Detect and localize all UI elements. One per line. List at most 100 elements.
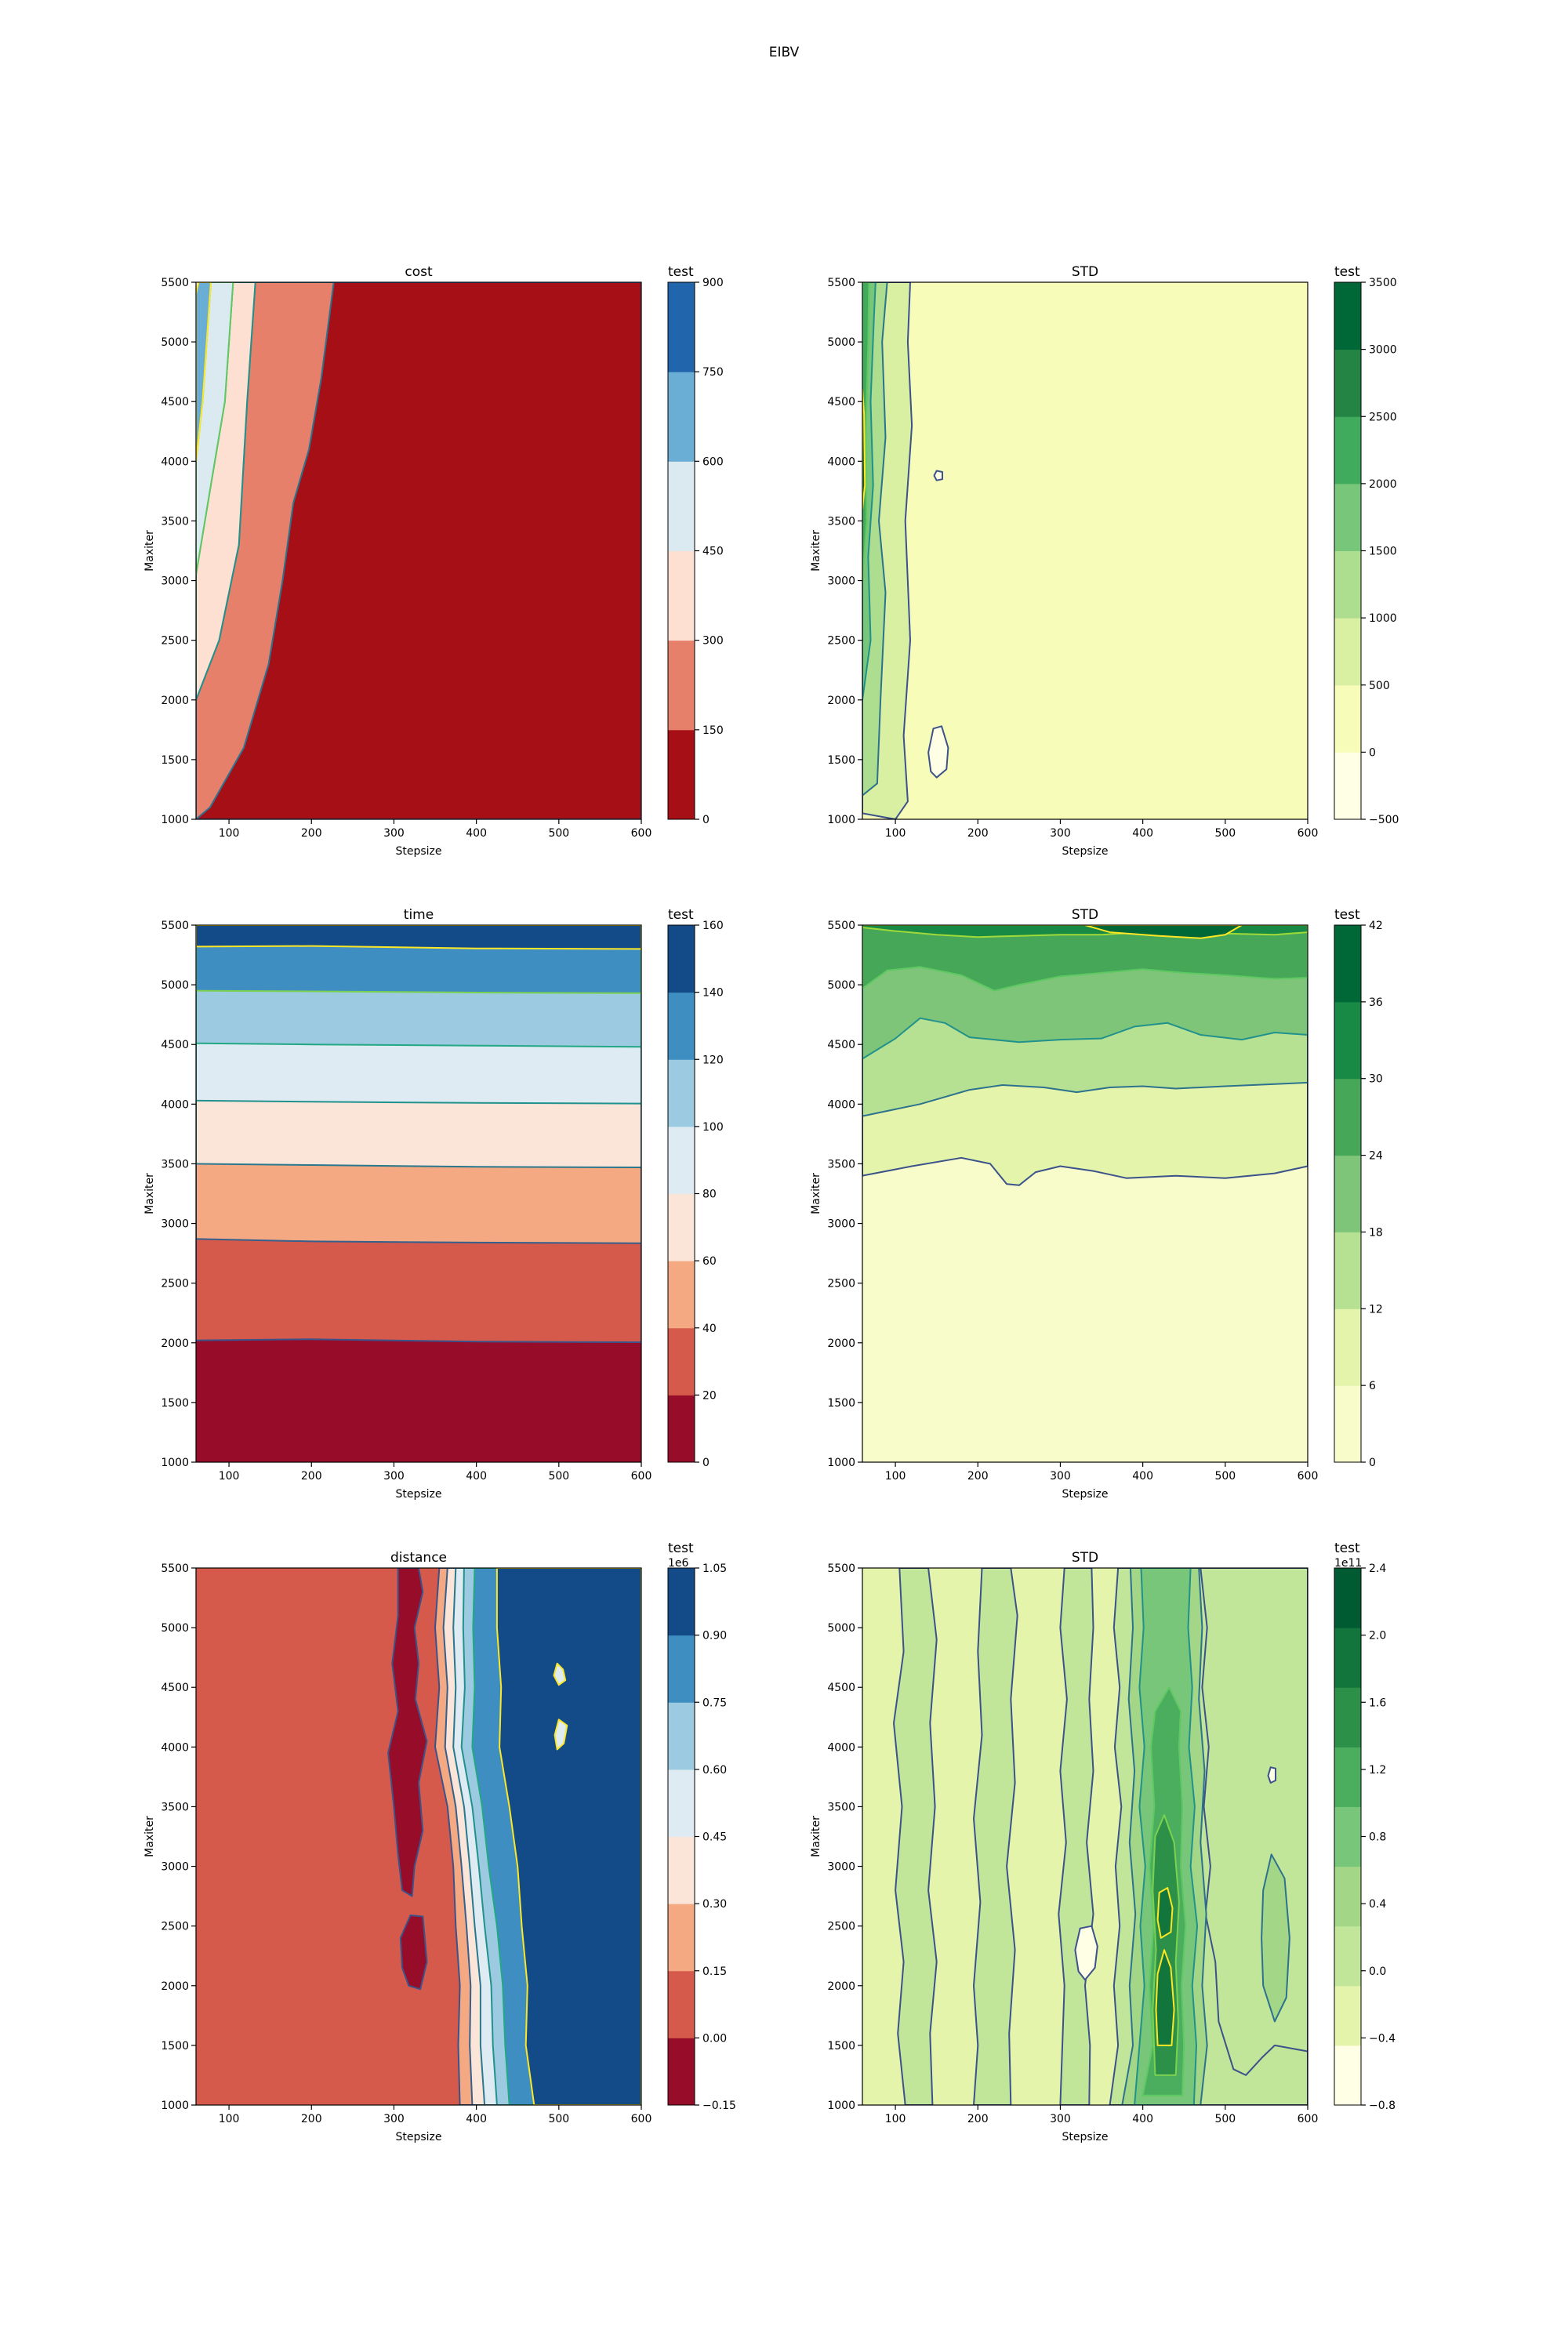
chart-title: cost bbox=[405, 264, 433, 280]
colorbar: −0.15 0.00 0.15 0.30 0.45 0.60 0.75 0.90 1.05 tes… bbox=[667, 1541, 736, 2112]
colorbar-band bbox=[668, 640, 695, 731]
colorbar-band bbox=[1334, 1568, 1361, 1628]
colorbar-tick-label: 0.8 bbox=[1369, 1831, 1386, 1844]
y-tick-label: 5000 bbox=[161, 979, 189, 992]
contour-fill-group bbox=[862, 925, 1308, 1462]
x-tick-label: 300 bbox=[1050, 827, 1071, 840]
colorbar-tick-label: −0.15 bbox=[702, 2100, 736, 2112]
y-tick-label: 4500 bbox=[161, 1039, 189, 1051]
y-tick-label: 2500 bbox=[827, 1921, 855, 1933]
x-tick-label: 300 bbox=[383, 1470, 405, 1483]
colorbar-tick-label: 0.60 bbox=[702, 1764, 727, 1777]
x-tick-label: 400 bbox=[1132, 1470, 1153, 1483]
colorbar-band bbox=[1334, 752, 1361, 820]
y-tick-label: 5500 bbox=[827, 920, 855, 932]
colorbar-tick-label: 150 bbox=[702, 724, 724, 737]
colorbar-tick-label: 0 bbox=[1369, 1457, 1376, 1469]
colorbar-offset-label: 1e11 bbox=[1334, 1557, 1362, 1570]
colorbar-tick-label: 3000 bbox=[1369, 344, 1397, 357]
y-tick-label: 3000 bbox=[827, 575, 855, 588]
chart-title: STD bbox=[1072, 1550, 1098, 1566]
y-tick-label: 1500 bbox=[827, 1397, 855, 1410]
colorbar-tick-label: 24 bbox=[1369, 1150, 1383, 1163]
colorbar-band bbox=[1334, 1001, 1361, 1080]
chart-title: distance bbox=[390, 1550, 447, 1566]
contour-region-13 bbox=[1074, 1925, 1098, 1981]
chart-panel-5: 100 200 300 400 500 600 1000 1500 2000 2500 3000 35… bbox=[143, 1541, 736, 2143]
contour-region-7 bbox=[1261, 1853, 1290, 2023]
contour-fill-group bbox=[196, 282, 641, 819]
x-tick-label: 200 bbox=[967, 827, 989, 840]
y-axis-label: Maxiter bbox=[143, 1816, 156, 1857]
colorbar-tick-label: −500 bbox=[1369, 814, 1399, 826]
y-tick-label: 5000 bbox=[827, 336, 855, 349]
colorbar-tick-label: 0.00 bbox=[702, 2032, 727, 2045]
x-axis-label: Stepsize bbox=[395, 845, 441, 858]
chart-panel-1: 100 200 300 400 500 6001000150020002500300035… bbox=[143, 264, 724, 858]
colorbar-tick-label: 30 bbox=[1369, 1073, 1383, 1086]
chart-title: time bbox=[404, 907, 434, 923]
y-tick-label: 1000 bbox=[827, 2100, 855, 2112]
y-tick-label: 4000 bbox=[161, 456, 189, 468]
colorbar-band bbox=[1334, 1806, 1361, 1867]
colorbar-band bbox=[1334, 1985, 1361, 2046]
x-tick-label: 100 bbox=[885, 827, 906, 840]
plot-frame bbox=[195, 924, 642, 1463]
colorbar-tick-label: 1.2 bbox=[1369, 1764, 1386, 1777]
x-tick-label: 600 bbox=[1298, 827, 1319, 840]
chart-panel-6: 100 200 300 400 500 600 1000 1500 2000 2500 3000 35… bbox=[810, 1541, 1396, 2143]
y-tick-label: 4000 bbox=[161, 1098, 189, 1111]
colorbar-label: test bbox=[668, 907, 694, 923]
colorbar-band bbox=[668, 1395, 695, 1463]
colorbar-tick-label: 0.75 bbox=[702, 1697, 727, 1709]
colorbar-tick-label: 0.15 bbox=[702, 1965, 727, 1978]
colorbar-band bbox=[668, 2038, 695, 2106]
colorbar-tick-label: 600 bbox=[702, 456, 724, 468]
colorbar-band bbox=[668, 1635, 695, 1703]
y-tick-label: 3000 bbox=[827, 1218, 855, 1231]
colorbar-tick-label: 0 bbox=[702, 1457, 710, 1469]
y-axis-label: Maxiter bbox=[810, 1173, 822, 1214]
x-axis-label: Stepsize bbox=[1062, 2131, 1108, 2143]
x-tick-label: 600 bbox=[1298, 1470, 1319, 1483]
y-tick-label: 3500 bbox=[827, 1158, 855, 1171]
y-tick-label: 5500 bbox=[161, 277, 189, 289]
y-tick-label: 4000 bbox=[827, 456, 855, 468]
colorbar: 0 6 12 18 24 30 36 42 test bbox=[1334, 907, 1383, 1469]
plot-frame bbox=[862, 281, 1308, 820]
colorbar-tick-label: 500 bbox=[1369, 680, 1390, 692]
colorbar-tick-label: 40 bbox=[702, 1323, 717, 1335]
contour-fill-group bbox=[862, 282, 1308, 819]
y-tick-label: 5000 bbox=[161, 336, 189, 349]
x-tick-label: 400 bbox=[1132, 827, 1153, 840]
y-tick-label: 1000 bbox=[827, 814, 855, 826]
contour-fill-group bbox=[862, 1568, 1308, 2105]
x-tick-label: 300 bbox=[383, 827, 405, 840]
colorbar-band bbox=[1334, 282, 1361, 350]
colorbar-tick-label: 0.30 bbox=[702, 1898, 727, 1911]
chart-title: STD bbox=[1072, 907, 1098, 923]
colorbar-band bbox=[668, 729, 695, 820]
colorbar-band bbox=[668, 1059, 695, 1127]
y-tick-label: 3500 bbox=[161, 515, 189, 528]
colorbar-band bbox=[1334, 1866, 1361, 1927]
y-tick-label: 1000 bbox=[161, 2100, 189, 2112]
x-tick-label: 400 bbox=[1132, 2113, 1153, 2125]
y-tick-label: 1500 bbox=[161, 2040, 189, 2053]
x-tick-label: 100 bbox=[219, 1470, 240, 1483]
y-tick-label: 3000 bbox=[827, 1861, 855, 1874]
colorbar-label: test bbox=[668, 1541, 694, 1556]
x-tick-label: 100 bbox=[885, 2113, 906, 2125]
y-axis-label: Maxiter bbox=[143, 530, 156, 572]
colorbar-label: test bbox=[668, 264, 694, 280]
contour-region-5 bbox=[196, 282, 212, 463]
colorbar: −500 0 500 1000 1500 2000 2500 3000 3500 test bbox=[1334, 264, 1399, 826]
colorbar-tick-label: −0.4 bbox=[1369, 2032, 1396, 2045]
x-tick-label: 100 bbox=[219, 827, 240, 840]
y-tick-label: 1500 bbox=[827, 754, 855, 767]
chart-panel-3: 100 200 300 400 500 6001000150020002500300035… bbox=[143, 907, 724, 1501]
colorbar-tick-label: 12 bbox=[1369, 1303, 1383, 1316]
contour-region-8 bbox=[933, 470, 943, 481]
colorbar-tick-label: 0.4 bbox=[1369, 1898, 1386, 1911]
colorbar-tick-label: 1.6 bbox=[1369, 1697, 1386, 1709]
